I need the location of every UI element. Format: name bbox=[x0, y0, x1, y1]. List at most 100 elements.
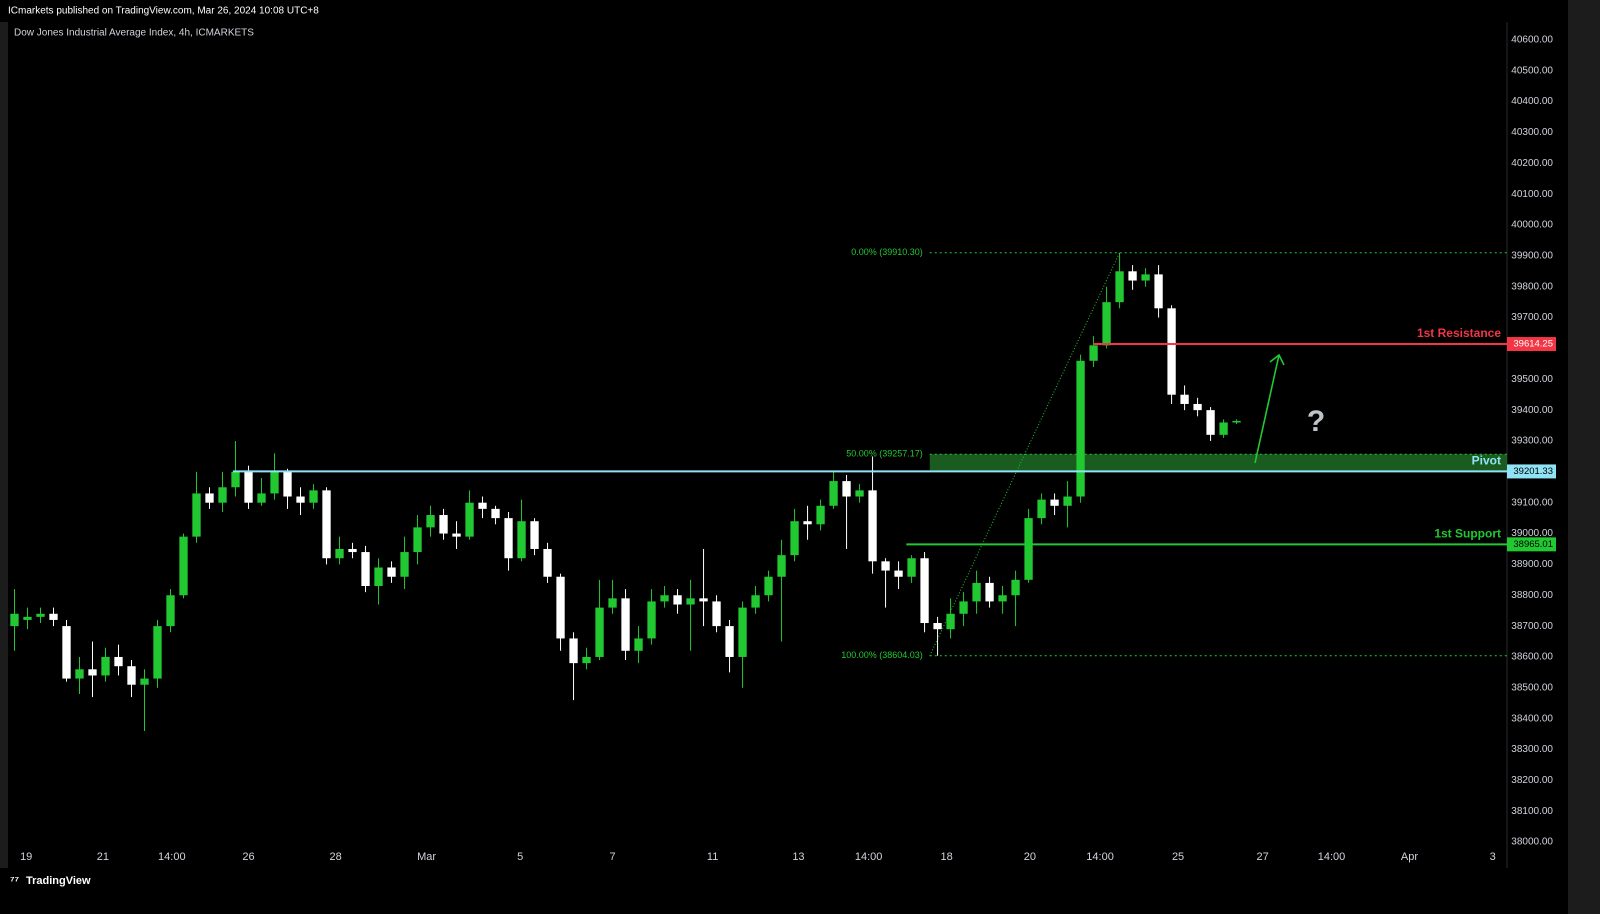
candle-body bbox=[166, 595, 175, 627]
candle-body bbox=[881, 561, 890, 571]
pivot-zone bbox=[929, 454, 1507, 472]
candle-body bbox=[933, 623, 942, 630]
chart-title: Dow Jones Industrial Average Index, 4h, … bbox=[14, 28, 254, 39]
x-tick-label: 14:00 bbox=[1318, 851, 1346, 863]
publisher: ICmarkets published on TradingView.com, … bbox=[8, 6, 319, 17]
candle-body bbox=[530, 521, 539, 549]
candle-body bbox=[829, 481, 838, 506]
candle-body bbox=[660, 595, 669, 602]
candle-body bbox=[101, 656, 110, 676]
candle-body bbox=[894, 570, 903, 577]
candle-body bbox=[842, 481, 851, 497]
y-tick-label: 40300.00 bbox=[1511, 127, 1553, 138]
candle-body bbox=[1206, 410, 1215, 435]
footer: TradingView bbox=[26, 875, 91, 887]
candle-body bbox=[231, 471, 240, 488]
level-name: 1st Support bbox=[1434, 527, 1501, 541]
price-tag-label: 38965.01 bbox=[1513, 539, 1553, 550]
candle-body bbox=[1050, 499, 1059, 506]
candle-body bbox=[738, 607, 747, 657]
candle-body bbox=[920, 558, 929, 624]
candle-body bbox=[114, 656, 123, 667]
candle-body bbox=[777, 555, 786, 577]
y-tick-label: 39700.00 bbox=[1511, 312, 1553, 323]
y-tick-label: 39900.00 bbox=[1511, 251, 1553, 262]
candle-body bbox=[621, 598, 630, 651]
candle-body bbox=[75, 669, 84, 679]
price-tag-label: 39614.25 bbox=[1513, 339, 1553, 350]
bottom-bar bbox=[0, 868, 1568, 914]
arrow-head bbox=[1269, 353, 1285, 366]
annotation: ? bbox=[1307, 405, 1325, 438]
x-tick-label: 14:00 bbox=[158, 851, 186, 863]
y-tick-label: 38500.00 bbox=[1511, 682, 1553, 693]
candle-body bbox=[816, 505, 825, 525]
candle-body bbox=[686, 598, 695, 605]
y-tick-label: 38300.00 bbox=[1511, 744, 1553, 755]
x-tick-label: 13 bbox=[792, 851, 804, 863]
level-name: 1st Resistance bbox=[1417, 326, 1501, 340]
candle-body bbox=[1167, 308, 1176, 395]
candle-body bbox=[88, 669, 97, 676]
y-tick-label: 38400.00 bbox=[1511, 713, 1553, 724]
x-tick-label: 20 bbox=[1024, 851, 1036, 863]
y-tick-label: 40600.00 bbox=[1511, 35, 1553, 46]
candle-body bbox=[257, 493, 266, 503]
candle-body bbox=[985, 582, 994, 602]
candle-body bbox=[569, 638, 578, 664]
y-tick-label: 39300.00 bbox=[1511, 436, 1553, 447]
candle-body bbox=[400, 552, 409, 577]
top-bar bbox=[0, 0, 1568, 22]
logo: ⁷⁷ bbox=[10, 875, 20, 887]
price-tag bbox=[1507, 464, 1556, 479]
candle-body bbox=[1128, 271, 1137, 281]
candle-body bbox=[413, 527, 422, 553]
candle-body bbox=[855, 490, 864, 497]
candle-body bbox=[1219, 422, 1228, 435]
candle-body bbox=[764, 576, 773, 596]
y-tick-label: 40000.00 bbox=[1511, 220, 1553, 231]
x-tick-label: 26 bbox=[242, 851, 254, 863]
y-tick-label: 40100.00 bbox=[1511, 189, 1553, 200]
candle-body bbox=[192, 493, 201, 537]
candle-body bbox=[244, 471, 253, 503]
y-tick-label: 38800.00 bbox=[1511, 590, 1553, 601]
candle-body bbox=[946, 613, 955, 630]
candle-body bbox=[1076, 360, 1085, 497]
candle-body bbox=[803, 521, 812, 525]
candle-body bbox=[972, 582, 981, 602]
candle-body bbox=[751, 595, 760, 608]
candle-body bbox=[387, 567, 396, 577]
y-tick-label: 38700.00 bbox=[1511, 621, 1553, 632]
y-tick-label: 38600.00 bbox=[1511, 652, 1553, 663]
candle-body bbox=[36, 613, 45, 617]
y-tick-label: 40500.00 bbox=[1511, 65, 1553, 76]
candle-body bbox=[790, 521, 799, 556]
candle-body bbox=[1180, 394, 1189, 404]
y-tick-label: 39800.00 bbox=[1511, 281, 1553, 292]
x-tick-label: 14:00 bbox=[1086, 851, 1114, 863]
candle-body bbox=[1115, 271, 1124, 303]
candle-body bbox=[907, 558, 916, 577]
candle-body bbox=[426, 515, 435, 528]
level-name: Pivot bbox=[1472, 454, 1501, 468]
fib-label: 50.00% (39257.17) bbox=[846, 449, 923, 459]
candle-body bbox=[608, 598, 617, 608]
candle-body bbox=[1193, 403, 1202, 411]
x-tick-label: 27 bbox=[1256, 851, 1268, 863]
x-tick-label: 5 bbox=[517, 851, 523, 863]
candle-body bbox=[270, 471, 279, 494]
candle-body bbox=[1011, 579, 1020, 596]
arrow bbox=[1254, 354, 1280, 464]
y-tick-label: 38900.00 bbox=[1511, 559, 1553, 570]
x-tick-label: 14:00 bbox=[855, 851, 883, 863]
x-tick-label: Mar bbox=[417, 851, 436, 863]
candle-body bbox=[452, 533, 461, 537]
y-tick-label: 40400.00 bbox=[1511, 96, 1553, 107]
candle-body bbox=[361, 552, 370, 586]
candle-body bbox=[556, 576, 565, 639]
candle-body bbox=[439, 515, 448, 534]
price-tag-label: 39201.33 bbox=[1513, 466, 1553, 477]
candle-body bbox=[218, 487, 227, 503]
